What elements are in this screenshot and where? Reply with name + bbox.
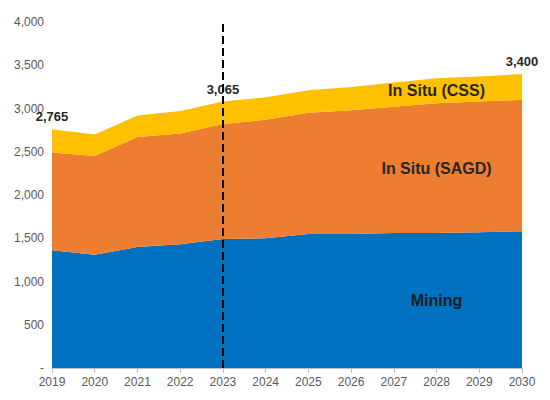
svg-text:2,765: 2,765 — [36, 109, 69, 124]
svg-text:3,500: 3,500 — [14, 58, 44, 72]
svg-text:-: - — [40, 361, 44, 375]
svg-text:1,000: 1,000 — [14, 275, 44, 289]
svg-text:2027: 2027 — [380, 375, 407, 389]
svg-text:Mining: Mining — [411, 292, 463, 309]
svg-text:2028: 2028 — [423, 375, 450, 389]
svg-text:2,500: 2,500 — [14, 145, 44, 159]
svg-text:2021: 2021 — [124, 375, 151, 389]
svg-text:2022: 2022 — [167, 375, 194, 389]
svg-text:2026: 2026 — [338, 375, 365, 389]
svg-text:In Situ (CSS): In Situ (CSS) — [388, 82, 485, 99]
svg-text:2029: 2029 — [466, 375, 493, 389]
svg-text:3,000: 3,000 — [14, 101, 44, 116]
svg-text:1,500: 1,500 — [14, 231, 44, 245]
svg-text:2023: 2023 — [210, 375, 237, 389]
svg-text:4,000: 4,000 — [14, 15, 44, 29]
svg-text:500: 500 — [24, 318, 44, 332]
svg-text:3,400: 3,400 — [506, 54, 539, 69]
svg-text:2,000: 2,000 — [14, 188, 44, 202]
svg-text:2030: 2030 — [509, 375, 536, 389]
svg-text:2020: 2020 — [81, 375, 108, 389]
svg-text:3,065: 3,065 — [206, 81, 240, 97]
svg-text:2024: 2024 — [252, 375, 279, 389]
svg-text:2019: 2019 — [39, 375, 66, 389]
svg-text:In Situ (SAGD): In Situ (SAGD) — [381, 160, 491, 177]
svg-text:2025: 2025 — [295, 375, 322, 389]
